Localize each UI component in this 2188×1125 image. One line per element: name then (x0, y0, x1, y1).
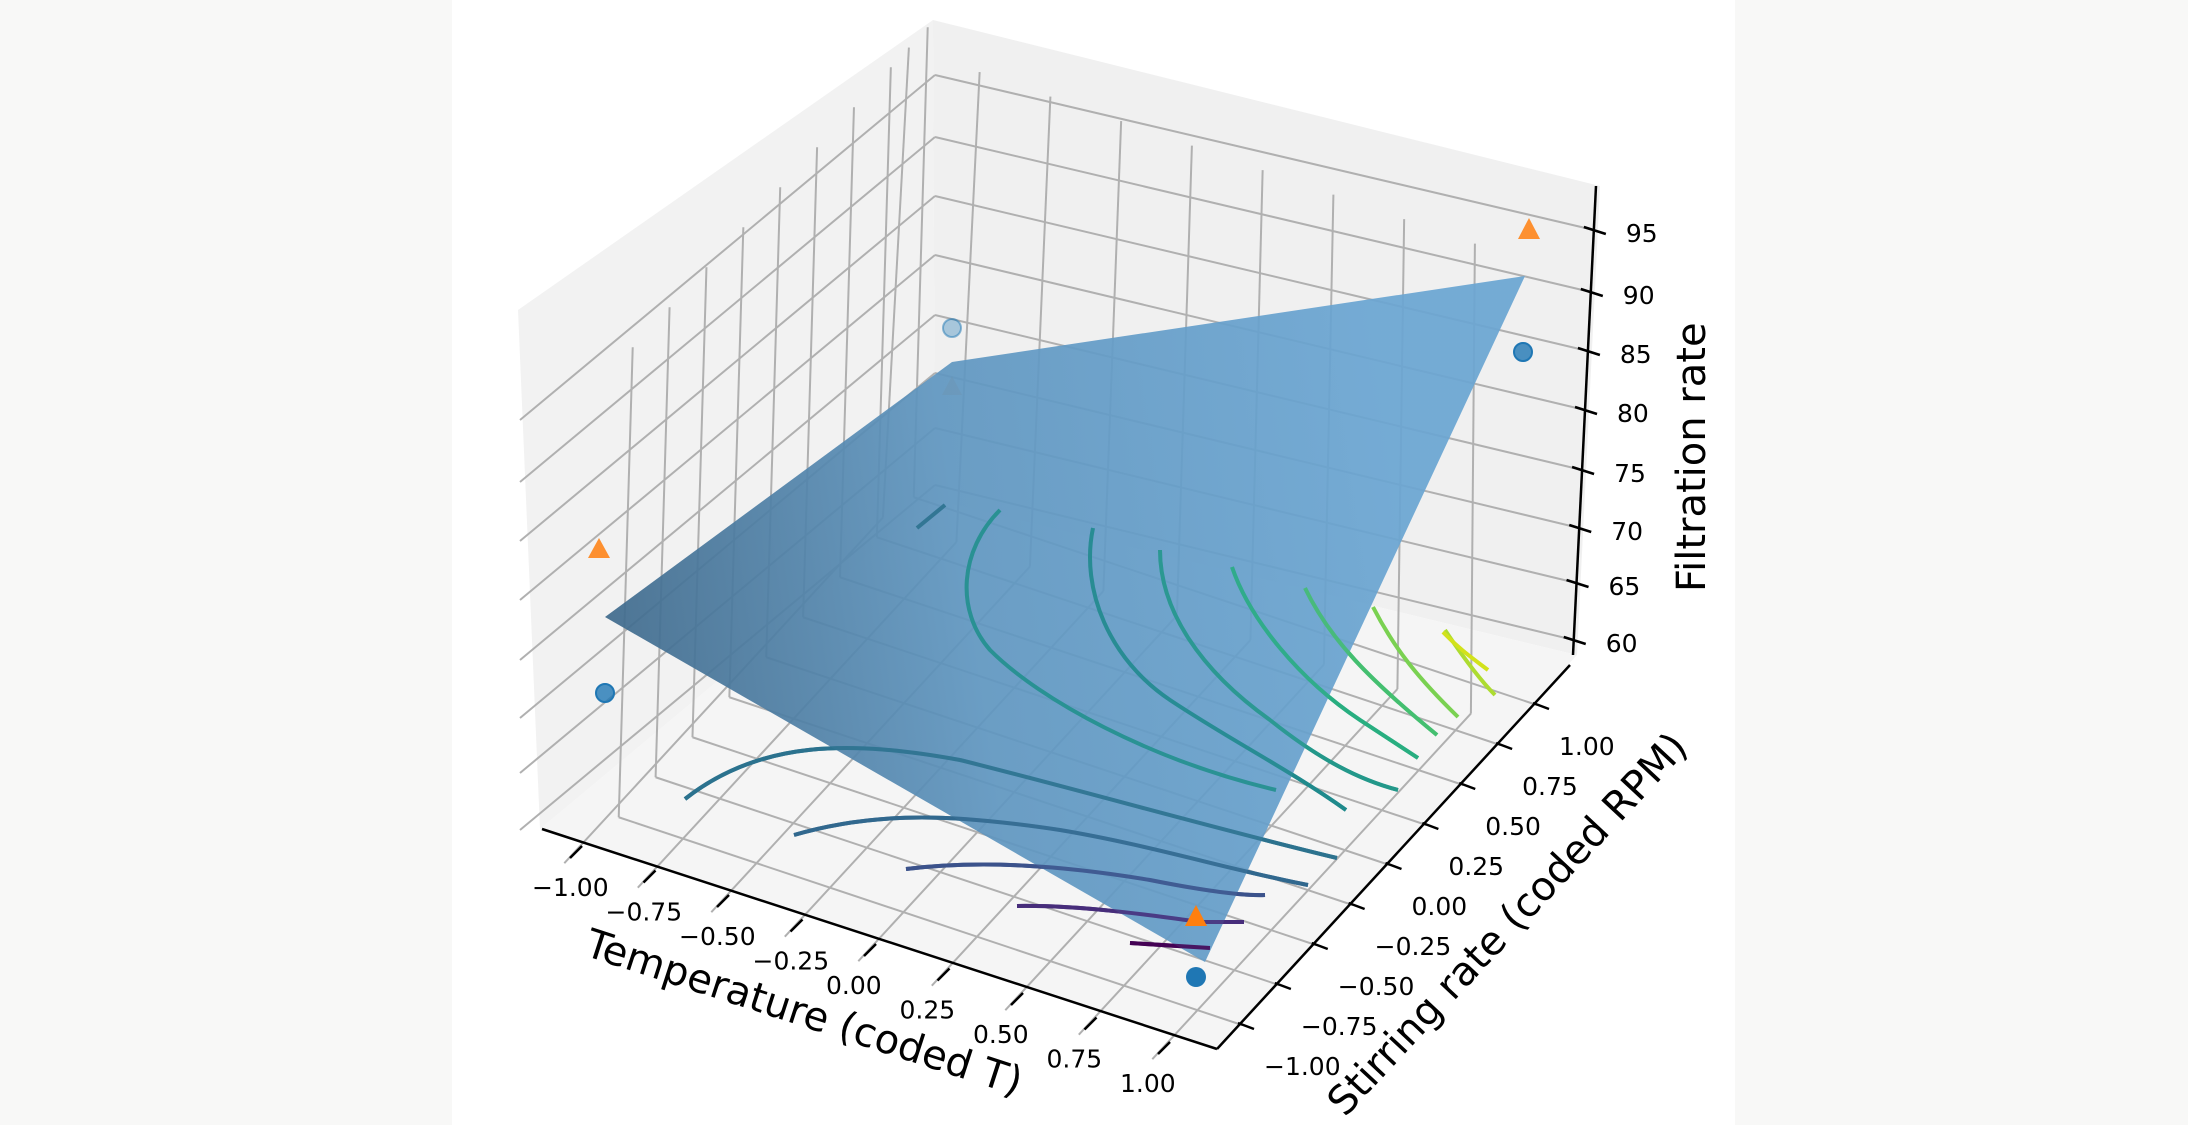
x-tick (1083, 1016, 1098, 1031)
z-tick (1577, 346, 1601, 357)
circle-marker (942, 318, 962, 338)
z-tick-label: 65 (1609, 572, 1641, 601)
circle-marker (1186, 967, 1206, 987)
y-tick-labels: −1.00 −0.75 −0.50 −0.25 0.00 0.25 0.50 0.75 1.00 (1264, 732, 1615, 1081)
z-axis-line (1571, 185, 1598, 656)
contour-line (1129, 941, 1211, 950)
x-tick (1010, 992, 1024, 1006)
gridline (618, 816, 1243, 1026)
z-tick (1566, 578, 1589, 589)
contour-line (683, 746, 1338, 860)
y-tick-label: −0.50 (1338, 972, 1415, 1001)
z-tick-label: 75 (1614, 459, 1646, 488)
gridline (655, 776, 1280, 986)
y-tick (1385, 861, 1402, 871)
x-tick (863, 943, 877, 957)
y-tick-label: −0.25 (1375, 932, 1452, 961)
response-surface (605, 276, 1525, 962)
contour-line (1303, 587, 1439, 737)
x-tick-label: −0.50 (679, 922, 756, 951)
x-tick (1157, 1041, 1171, 1055)
y-tick (1237, 1021, 1255, 1031)
contour-line (1441, 630, 1490, 672)
contour-line (793, 815, 1309, 887)
x-tick-label: −0.25 (753, 947, 830, 976)
y-tick-label: 0.50 (1485, 812, 1541, 841)
z-axis-label: Filtration rate (1669, 322, 1715, 592)
x-tick-label: 1.00 (1120, 1069, 1176, 1098)
z-tick (1563, 635, 1587, 646)
y-tick (1532, 701, 1550, 711)
x-tick-label: −1.00 (532, 873, 609, 902)
contour-line (1158, 549, 1399, 792)
y-tick (1421, 821, 1439, 831)
y-tick-label: 1.00 (1559, 732, 1615, 761)
y-tick-label: −0.75 (1301, 1012, 1378, 1041)
x-axis-line (541, 827, 1218, 1051)
triangle-marker (588, 538, 610, 558)
data-points-front (588, 218, 1540, 987)
z-tick (1574, 405, 1598, 416)
z-tick-label: 85 (1620, 340, 1652, 369)
contour-line (964, 508, 1277, 792)
x-tick-label: 0.25 (900, 996, 956, 1025)
gridline (519, 74, 936, 421)
y-tick (1274, 981, 1292, 991)
x-tick-label: 0.00 (826, 971, 882, 1000)
triangle-marker (1518, 218, 1540, 239)
x-tick (716, 894, 730, 908)
y-tick-label: 0.00 (1412, 892, 1468, 921)
x-tick (936, 967, 951, 982)
y-tick (1495, 741, 1513, 751)
triangle-marker (1185, 905, 1207, 926)
z-tick-label: 80 (1617, 399, 1649, 428)
circle-marker (1513, 342, 1533, 362)
gridline (934, 74, 1595, 231)
contour-line (915, 503, 947, 530)
axis-lines (541, 185, 1607, 1055)
gridline (519, 254, 936, 601)
y-tick (1458, 781, 1476, 791)
z-tick-label: 95 (1626, 219, 1658, 248)
gridline (519, 195, 936, 542)
contour-line (1371, 606, 1460, 719)
gridline (519, 314, 936, 661)
y-tick-label: 0.75 (1522, 772, 1578, 801)
x-tick-label: 0.75 (1047, 1045, 1103, 1074)
z-tick-label: 70 (1611, 517, 1643, 546)
contour-line (1230, 566, 1420, 760)
contour-line (1088, 527, 1348, 812)
x-tick (642, 869, 657, 884)
z-tick-label: 60 (1606, 629, 1638, 658)
y-tick-label: 0.25 (1448, 852, 1504, 881)
z-tick (1568, 523, 1592, 534)
y-tick-label: −1.00 (1264, 1052, 1341, 1081)
x-tick (789, 918, 804, 933)
contour-line (905, 862, 1266, 898)
gridline (617, 347, 634, 818)
x-tick (569, 845, 583, 859)
z-tick-labels: 60 65 70 75 80 85 90 95 (1606, 219, 1658, 658)
z-tick (1583, 225, 1607, 236)
gridline (934, 136, 1592, 293)
gridline (1151, 712, 1472, 1060)
z-tick (1571, 465, 1595, 476)
z-tick (1580, 287, 1604, 298)
x-tick-label: 0.50 (973, 1020, 1029, 1049)
x-tick-label: −0.75 (606, 898, 683, 927)
y-tick (1348, 901, 1366, 911)
y-axis-line (1216, 664, 1571, 1050)
y-tick (1311, 941, 1329, 951)
z-tick-label: 90 (1623, 281, 1655, 310)
surface-contours-overlay (683, 503, 1439, 950)
x-tick-labels: −1.00−0.75−0.50−0.250.00 0.25 0.50 0.75 1.00 (532, 873, 1176, 1098)
gridline (519, 136, 936, 483)
circle-marker (595, 683, 615, 703)
